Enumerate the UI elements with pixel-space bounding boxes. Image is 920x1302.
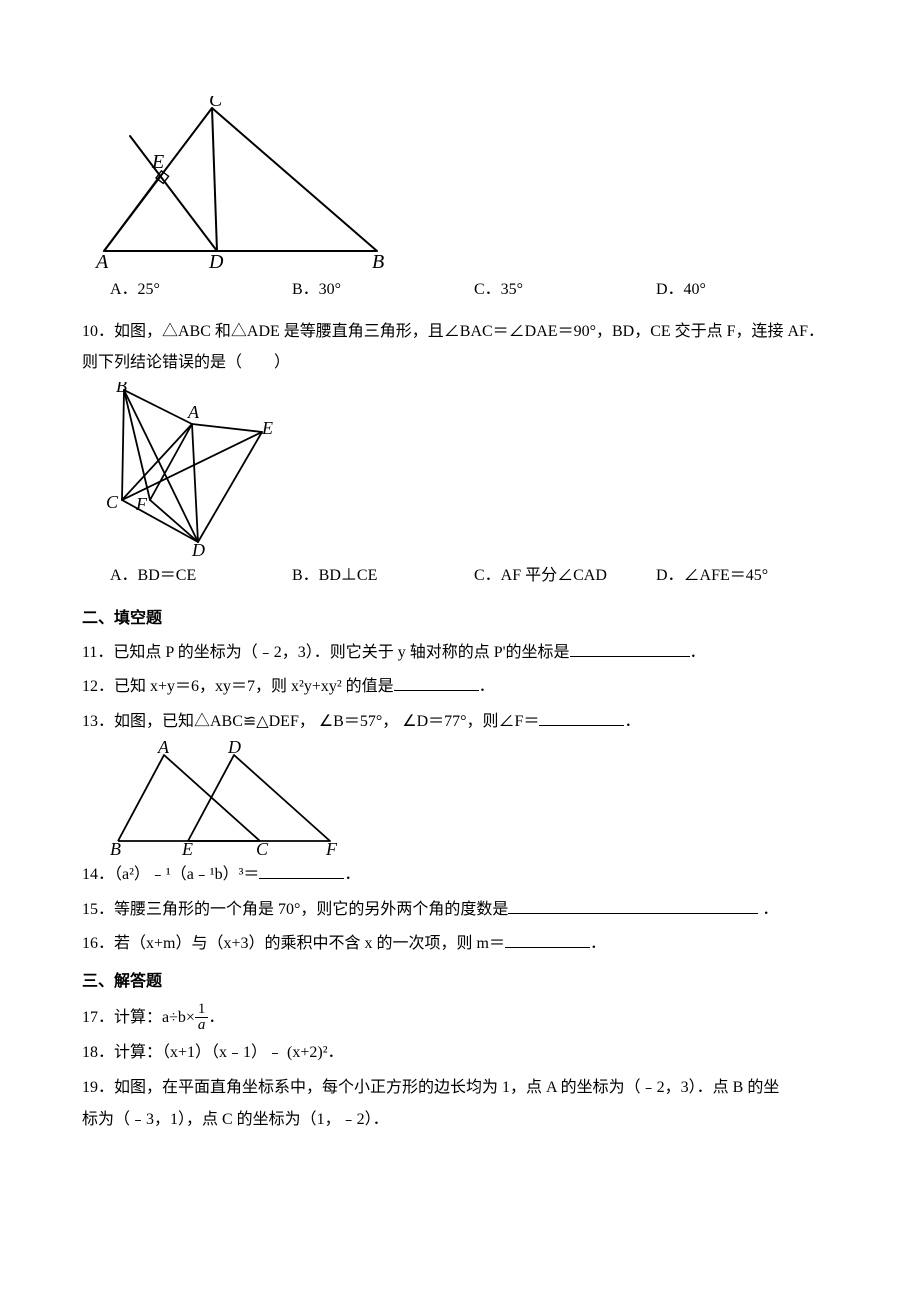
q19-line2: 标为（﹣3，1），点 C 的坐标为（1，﹣2）． [82, 1105, 838, 1135]
svg-text:A: A [94, 251, 109, 271]
q17-post: ． [208, 1009, 224, 1026]
q10-opt-b: B．BD⊥CE [292, 561, 474, 591]
q16-blank [505, 929, 590, 948]
q14-post: ． [344, 866, 360, 883]
q17-frac: 1a [195, 1002, 209, 1035]
q11-blank [570, 638, 690, 657]
q10-opt-c: C．AF 平分∠CAD [474, 561, 656, 591]
q13-post: ． [624, 713, 640, 730]
svg-text:B: B [116, 382, 127, 396]
section-2-title: 二、填空题 [82, 604, 838, 634]
q9-options: A．25° B．30° C．35° D．40° [110, 275, 838, 305]
q15-blank [508, 895, 758, 914]
svg-text:E: E [151, 151, 164, 173]
svg-text:D: D [191, 540, 205, 557]
q9-opt-b: B．30° [292, 275, 474, 305]
q15: 15．等腰三角形的一个角是 70°，则它的另外两个角的度数是 ． [82, 895, 838, 925]
svg-text:E: E [261, 418, 273, 438]
q18: 18．计算：（x+1）（x﹣1）﹣ (x+2)²． [82, 1038, 838, 1068]
q12-blank [394, 673, 479, 692]
q12: 12．已知 x+y＝6，xy＝7，则 x²y+xy² 的值是 ． [82, 672, 838, 702]
svg-text:E: E [181, 839, 193, 856]
q19-line1: 19．如图，在平面直角坐标系中，每个小正方形的边长均为 1，点 A 的坐标为（﹣… [82, 1073, 838, 1103]
svg-text:B: B [372, 251, 384, 271]
svg-text:D: D [208, 251, 224, 271]
q15-pre: 15．等腰三角形的一个角是 70°，则它的另外两个角的度数是 [82, 901, 508, 918]
q9-opt-d: D．40° [656, 275, 838, 305]
q16-pre: 16．若（x+m）与（x+3）的乘积中不含 x 的一次项，则 m＝ [82, 935, 505, 952]
q13: 13．如图，已知△ABC≌△DEF， ∠B＝57°， ∠D＝77°，则∠F＝ ． [82, 707, 838, 737]
q11: 11．已知点 P 的坐标为（﹣2，3）．则它关于 y 轴对称的点 P'的坐标是 ． [82, 638, 838, 668]
q11-pre: 11．已知点 P 的坐标为（﹣2，3）．则它关于 y 轴对称的点 P'的坐标是 [82, 644, 570, 661]
q9-figure: A C B D E [82, 96, 838, 271]
q12-post: ． [479, 678, 495, 695]
q13-blank [539, 707, 624, 726]
svg-text:A: A [187, 402, 200, 422]
svg-text:D: D [227, 741, 241, 757]
svg-text:A: A [157, 741, 170, 757]
q15-post: ． [758, 901, 778, 918]
q10-opt-d: D．∠AFE＝45° [656, 561, 838, 591]
q10-text: 10．如图，△ABC 和△ADE 是等腰直角三角形，且∠BAC＝∠DAE＝90°… [82, 317, 838, 378]
q11-post: ． [690, 644, 706, 661]
q17: 17．计算：a÷b×1a． [82, 1002, 838, 1035]
svg-text:B: B [110, 839, 121, 856]
q13-figure: A D B E C F [100, 741, 838, 856]
q14-blank [259, 861, 344, 880]
svg-text:C: C [106, 492, 119, 512]
q14: 14．（a²）﹣¹（a﹣¹b）³＝ ． [82, 860, 838, 890]
svg-text:F: F [325, 839, 338, 856]
q16: 16．若（x+m）与（x+3）的乘积中不含 x 的一次项，则 m＝ ． [82, 929, 838, 959]
q14-pre: 14．（a²）﹣¹（a﹣¹b）³＝ [82, 866, 259, 883]
q12-pre: 12．已知 x+y＝6，xy＝7，则 x²y+xy² 的值是 [82, 678, 394, 695]
svg-text:C: C [209, 96, 223, 111]
section-3-title: 三、解答题 [82, 967, 838, 997]
q9-opt-c: C．35° [474, 275, 656, 305]
q17-pre: 17．计算：a÷b× [82, 1009, 195, 1026]
svg-text:C: C [256, 839, 269, 856]
q10-options: A．BD＝CE B．BD⊥CE C．AF 平分∠CAD D．∠AFE＝45° [110, 561, 838, 591]
q9-opt-a: A．25° [110, 275, 292, 305]
svg-text:F: F [135, 494, 148, 514]
q16-post: ． [590, 935, 606, 952]
q10-figure: B A E C F D [94, 382, 838, 557]
q10-opt-a: A．BD＝CE [110, 561, 292, 591]
q13-pre: 13．如图，已知△ABC≌△DEF， ∠B＝57°， ∠D＝77°，则∠F＝ [82, 713, 539, 730]
